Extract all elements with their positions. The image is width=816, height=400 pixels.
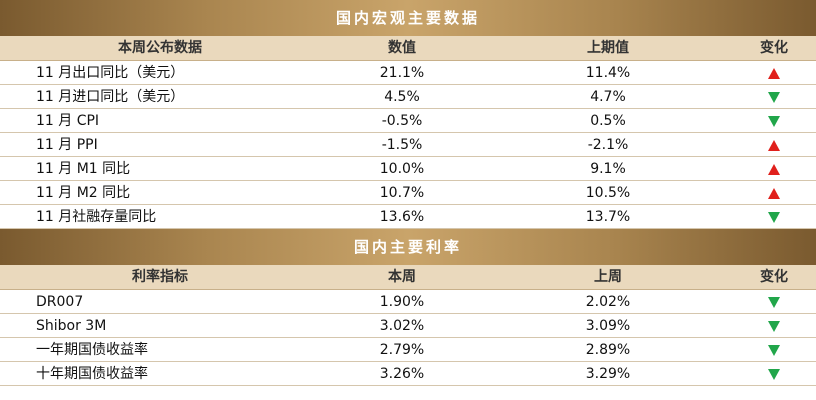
row-current-value: -1.5%	[381, 137, 423, 153]
row-indicator-name: 11 月出口同比（美元）	[36, 65, 185, 81]
triangle-down-icon	[768, 91, 780, 103]
row-indicator-name: 一年期国债收益率	[36, 342, 148, 358]
row-current-value: 21.1%	[379, 65, 425, 81]
row-change-cell	[732, 205, 816, 229]
row-previous-value: 0.5%	[590, 113, 626, 129]
row-previous-value: 9.1%	[590, 161, 626, 177]
row-current-value: 3.26%	[379, 366, 425, 382]
row-current-value: 10.0%	[379, 161, 425, 177]
macro-header-row: 本周公布数据 数值 上期值 变化	[0, 36, 816, 61]
triangle-down-icon	[768, 296, 780, 308]
macro-header-value: 数值	[388, 40, 416, 56]
rates-header-change: 变化	[760, 269, 788, 285]
triangle-up-icon	[768, 139, 780, 151]
row-indicator-name: 11 月 PPI	[36, 137, 98, 153]
row-previous-value: 4.7%	[590, 89, 626, 105]
triangle-down-icon	[768, 368, 780, 380]
table-row: 11 月 CPI -0.5% 0.5%	[0, 109, 816, 133]
row-current-value: 10.7%	[379, 185, 425, 201]
table-row: 11 月社融存量同比 13.6% 13.7%	[0, 205, 816, 229]
row-change-cell	[732, 338, 816, 362]
triangle-down-icon	[768, 211, 780, 223]
row-indicator-name: 11 月 M1 同比	[36, 161, 131, 177]
row-current-value: 1.90%	[379, 294, 425, 310]
table-row: Shibor 3M 3.02% 3.09%	[0, 314, 816, 338]
row-current-value: 2.79%	[379, 342, 425, 358]
row-current-value: -0.5%	[381, 113, 423, 129]
row-change-cell	[732, 61, 816, 85]
table-row: 11 月 M1 同比 10.0% 9.1%	[0, 157, 816, 181]
row-change-cell	[732, 362, 816, 386]
triangle-up-icon	[768, 187, 780, 199]
data-report: 国内宏观主要数据 本周公布数据 数值 上期值 变化 11 月出口同比（美元） 21…	[0, 0, 816, 386]
rates-header-last-week: 上周	[594, 269, 622, 285]
rates-header-row: 利率指标 本周 上周 变化	[0, 265, 816, 290]
row-previous-value: 2.89%	[585, 342, 631, 358]
row-previous-value: 13.7%	[585, 209, 631, 225]
row-previous-value: 2.02%	[585, 294, 631, 310]
row-change-cell	[732, 290, 816, 314]
row-change-cell	[732, 85, 816, 109]
macro-header-prev: 上期值	[587, 40, 629, 56]
triangle-down-icon	[768, 115, 780, 127]
rates-header-indicator: 利率指标	[132, 269, 188, 285]
macro-header-indicator: 本周公布数据	[118, 40, 202, 56]
row-change-cell	[732, 133, 816, 157]
row-change-cell	[732, 157, 816, 181]
table-row: 11 月出口同比（美元） 21.1% 11.4%	[0, 61, 816, 85]
row-indicator-name: 十年期国债收益率	[36, 366, 148, 382]
table-row: 11 月进口同比（美元） 4.5% 4.7%	[0, 85, 816, 109]
triangle-up-icon	[768, 67, 780, 79]
table-row: 11 月 PPI -1.5% -2.1%	[0, 133, 816, 157]
row-current-value: 13.6%	[379, 209, 425, 225]
macro-header-change: 变化	[760, 40, 788, 56]
row-previous-value: -2.1%	[587, 137, 629, 153]
row-indicator-name: 11 月进口同比（美元）	[36, 89, 185, 105]
row-previous-value: 3.29%	[585, 366, 631, 382]
table-row: 十年期国债收益率 3.26% 3.29%	[0, 362, 816, 386]
table-row: 一年期国债收益率 2.79% 2.89%	[0, 338, 816, 362]
macro-table-body: 11 月出口同比（美元） 21.1% 11.4% 11 月进口同比（美元） 4.5% 4.…	[0, 61, 816, 229]
row-change-cell	[732, 109, 816, 133]
triangle-down-icon	[768, 344, 780, 356]
row-indicator-name: 11 月 CPI	[36, 113, 100, 129]
row-indicator-name: DR007	[36, 294, 84, 310]
row-indicator-name: 11 月 M2 同比	[36, 185, 131, 201]
row-current-value: 3.02%	[379, 318, 425, 334]
table-row: DR007 1.90% 2.02%	[0, 290, 816, 314]
row-current-value: 4.5%	[384, 89, 420, 105]
table-row: 11 月 M2 同比 10.7% 10.5%	[0, 181, 816, 205]
row-previous-value: 11.4%	[585, 65, 631, 81]
row-previous-value: 10.5%	[585, 185, 631, 201]
row-indicator-name: 11 月社融存量同比	[36, 209, 157, 225]
macro-section-title: 国内宏观主要数据	[0, 0, 816, 36]
rates-section-title: 国内主要利率	[0, 229, 816, 265]
rates-table-body: DR007 1.90% 2.02% Shibor 3M 3.02% 3.09% 一年期国债收…	[0, 290, 816, 386]
row-change-cell	[732, 181, 816, 205]
row-previous-value: 3.09%	[585, 318, 631, 334]
triangle-down-icon	[768, 320, 780, 332]
row-indicator-name: Shibor 3M	[36, 318, 107, 334]
triangle-up-icon	[768, 163, 780, 175]
row-change-cell	[732, 314, 816, 338]
rates-header-this-week: 本周	[388, 269, 416, 285]
